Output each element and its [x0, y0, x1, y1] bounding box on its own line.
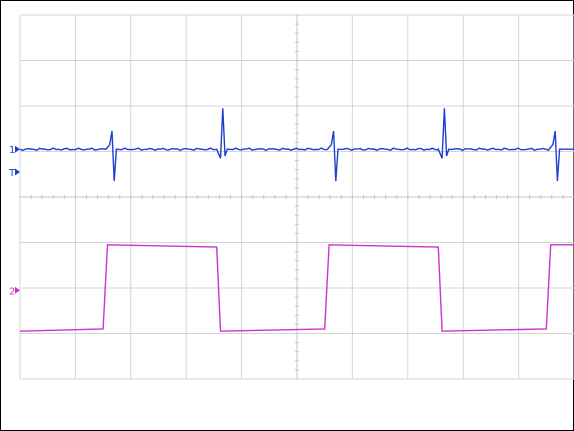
channel-2-marker-arrow — [15, 286, 20, 294]
trigger-marker-arrow — [15, 168, 20, 176]
trace-1 — [19, 108, 574, 182]
channel-1-marker-arrow — [15, 145, 20, 153]
trigger-marker-label: T — [8, 168, 16, 179]
channel-2-marker: 2 — [9, 286, 20, 297]
channel-1-marker: 1 — [9, 145, 20, 156]
traces — [19, 108, 574, 332]
trigger-marker: T — [8, 168, 20, 179]
channel-markers: 1 2 T — [8, 145, 20, 297]
channel-1-marker-label: 1 — [9, 145, 15, 156]
channel-2-marker-label: 2 — [9, 286, 15, 297]
trace-2 — [19, 244, 574, 332]
